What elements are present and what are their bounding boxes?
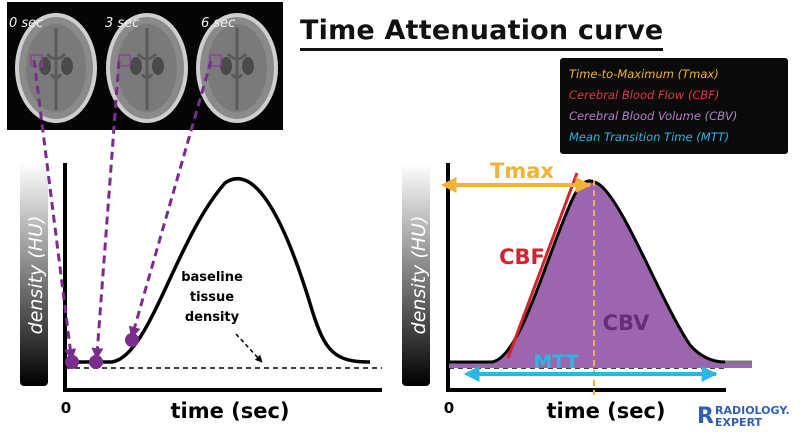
left-graph: baseline tissue density density (HU) 0 t… [20, 59, 382, 423]
brain-scan-image [15, 13, 97, 123]
legend: Time-to-Maximum (Tmax) Cerebral Blood Fl… [560, 58, 788, 154]
cbv-area [449, 180, 752, 368]
cbf-label: CBF [499, 245, 545, 269]
data-point-3-sec [89, 355, 103, 369]
brain-scan-image [106, 13, 188, 123]
logo-line-2: EXPERT [715, 416, 763, 429]
logo-r-icon: R [697, 404, 714, 429]
scan-time-label: 3 sec [105, 16, 140, 31]
right-y-axis-label: density (HU) [408, 216, 430, 335]
annotation-baseline: baseline [181, 270, 243, 285]
scan-time-label: 6 sec [201, 16, 236, 31]
right-origin-label: 0 [444, 399, 454, 417]
right-graph: Tmax CBF CBV MTT density (HU) 0 time (se… [402, 159, 752, 423]
pointer-arrow-0-sec [32, 59, 77, 361]
ct-scan-strip: 0 sec 3 sec 6 [7, 2, 283, 130]
annotation-tissue: tissue [190, 290, 234, 305]
mtt-label: MTT [533, 351, 578, 373]
roi-box [118, 54, 131, 67]
brain-scan-image [196, 13, 278, 123]
annotation-density: density [185, 310, 240, 325]
right-attenuation-curve [449, 179, 726, 364]
data-point-6-sec [125, 333, 139, 347]
ct-scan-3-sec: 3 sec [99, 2, 191, 130]
left-y-axis-gradient-bar [20, 163, 48, 386]
tmax-label: Tmax [490, 159, 554, 183]
page-title: Time Attenuation curve [300, 14, 664, 51]
left-origin-label: 0 [61, 399, 71, 417]
scan-time-label: 0 sec [9, 16, 44, 31]
ct-scan-0-sec: 0 sec [7, 2, 99, 130]
legend-item-cbf: Cerebral Blood Flow (CBF) [569, 88, 720, 102]
left-x-axis-label: time (sec) [170, 399, 289, 423]
legend-item-cbv: Cerebral Blood Volume (CBV) [569, 109, 738, 123]
roi-box [30, 54, 43, 67]
legend-item-tmax: Time-to-Maximum (Tmax) [569, 67, 719, 81]
roi-box [209, 54, 222, 67]
logo-line-1: RADIOLOGY. [715, 404, 790, 417]
cbv-label: CBV [603, 311, 651, 335]
left-attenuation-curve [66, 176, 371, 364]
left-y-axis-label: density (HU) [25, 216, 47, 335]
data-point-0-sec [65, 355, 79, 369]
cbf-slope-line [506, 172, 579, 359]
pointer-arrow-6-sec [128, 60, 213, 339]
legend-item-mtt: Mean Transition Time (MTT) [569, 130, 730, 144]
pointer-arrow-3-sec [91, 60, 121, 360]
ct-scan-6-sec: 6 sec [191, 2, 283, 130]
baseline-annotation-arrow [235, 333, 263, 363]
right-x-axis-label: time (sec) [546, 399, 665, 423]
right-y-axis-gradient-bar [402, 163, 430, 386]
radiology-expert-logo: R RADIOLOGY. EXPERT [697, 403, 797, 433]
